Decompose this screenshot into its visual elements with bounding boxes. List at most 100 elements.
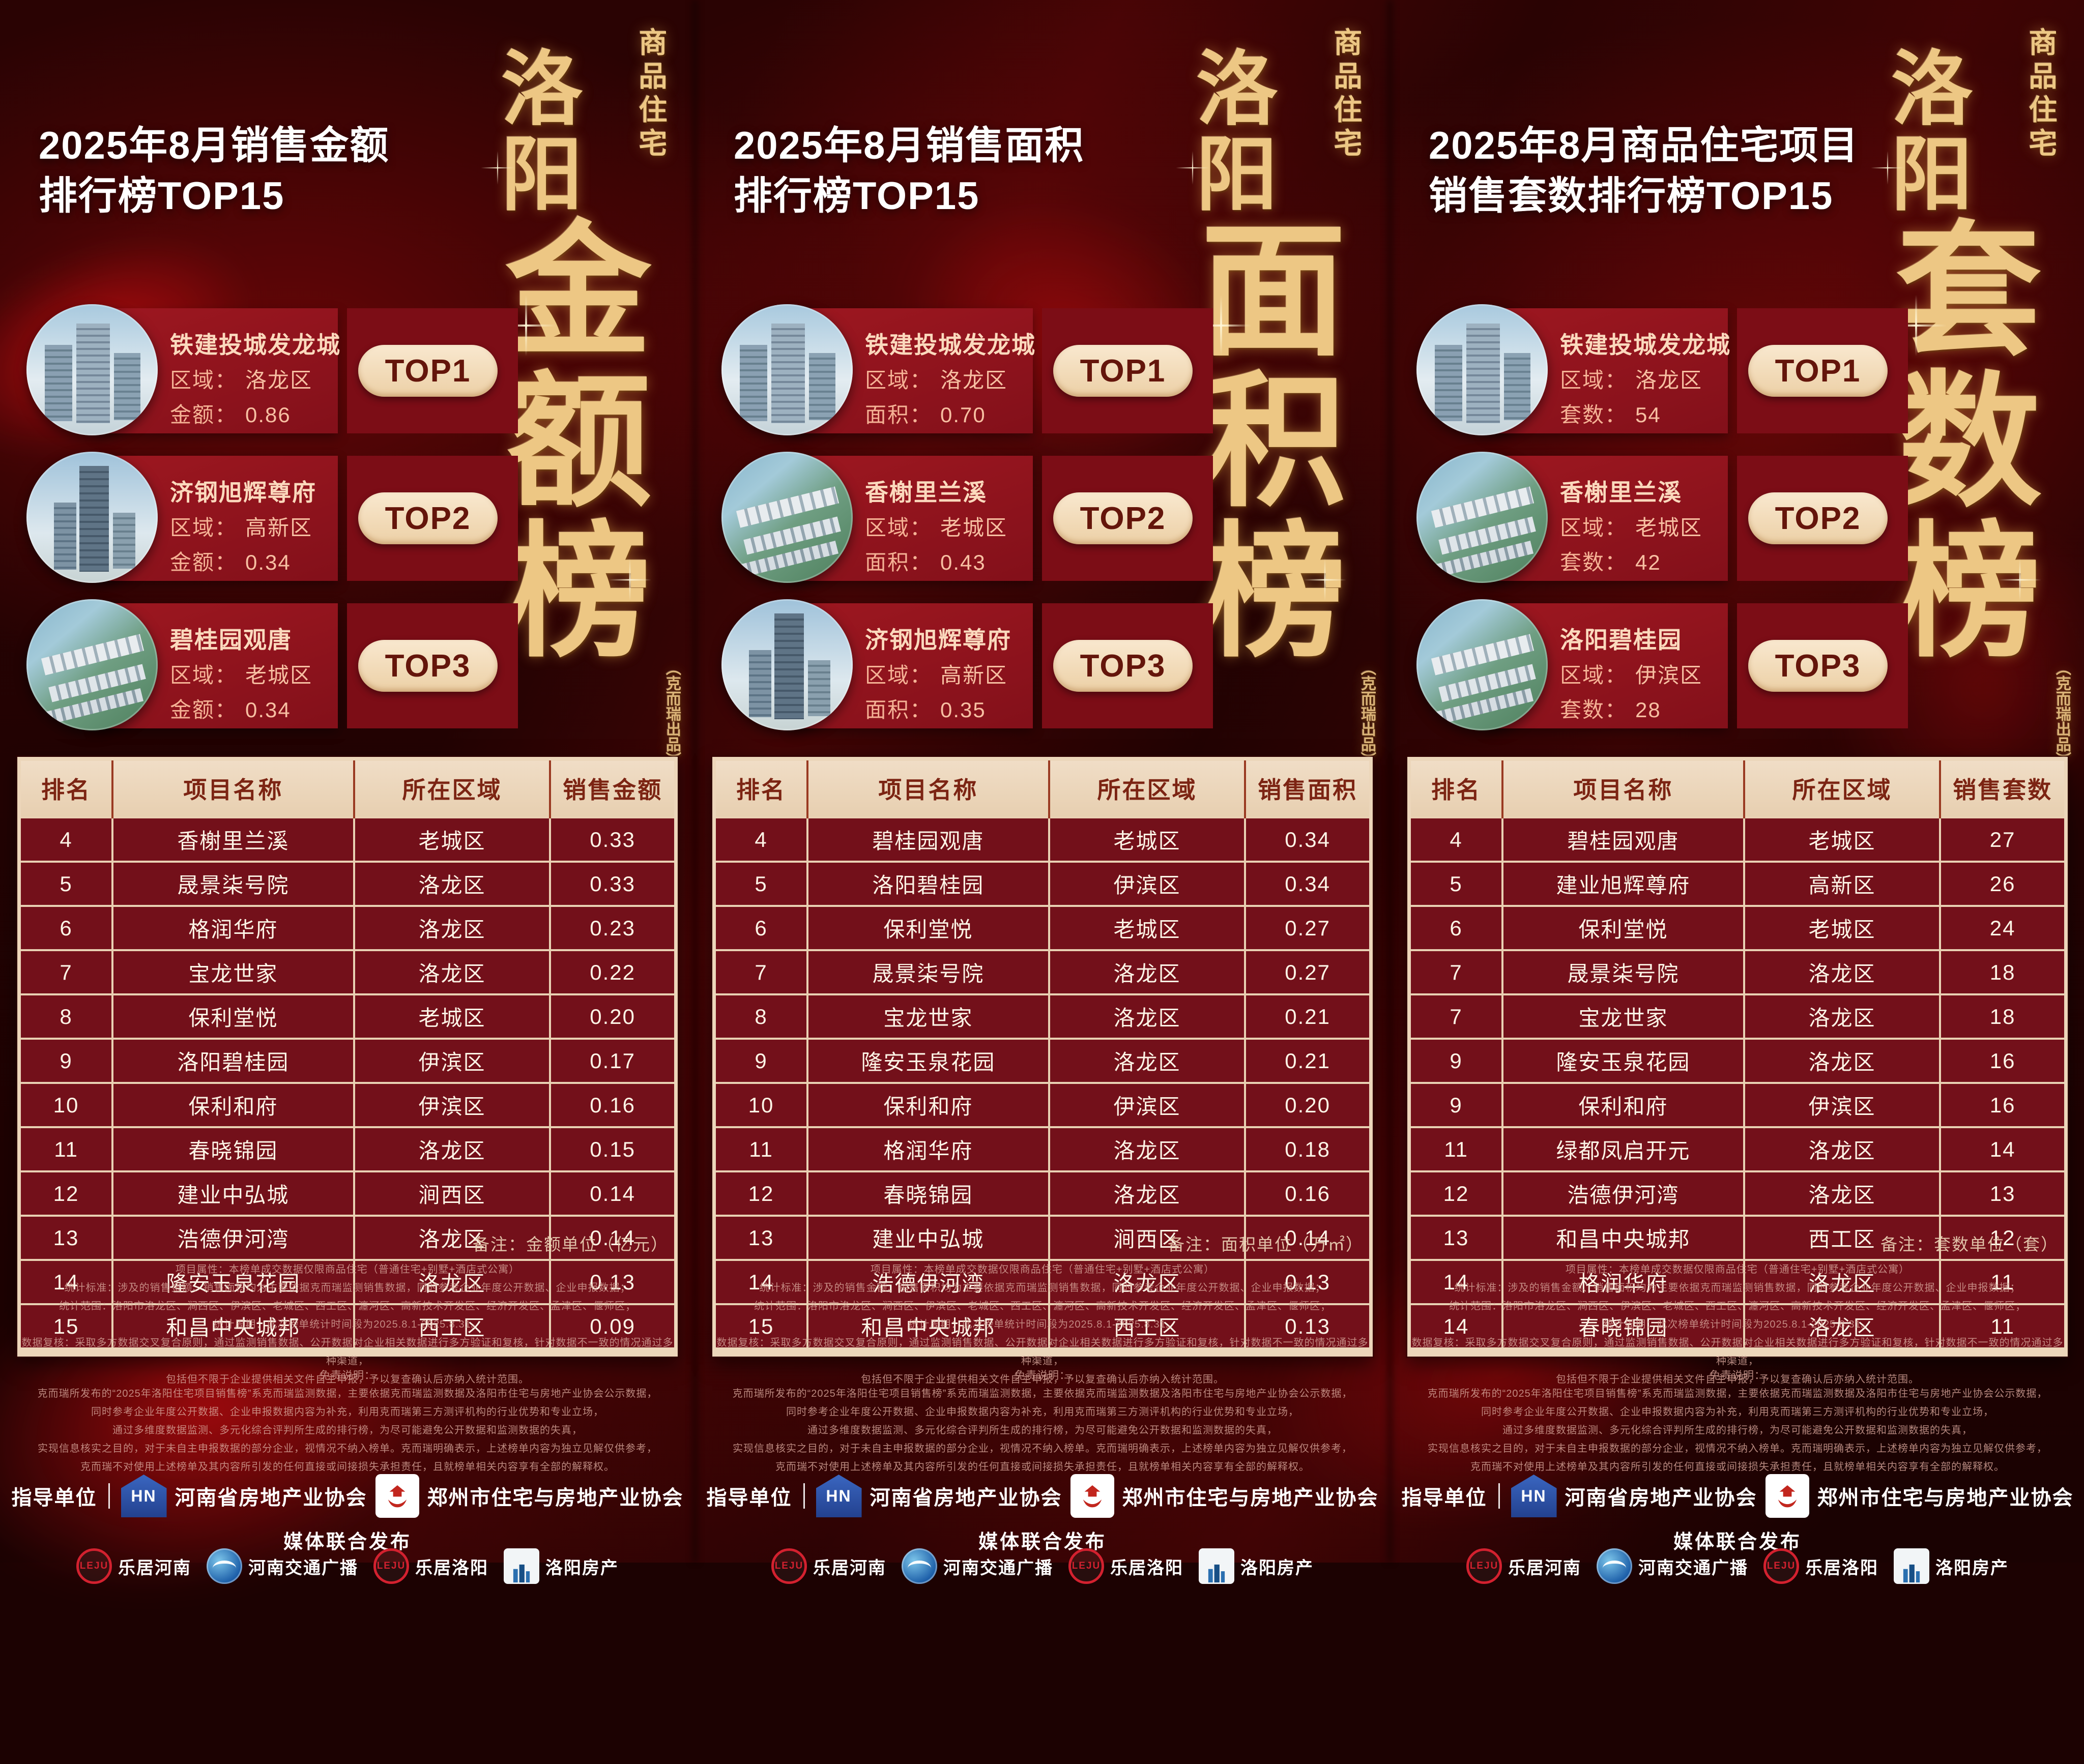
table-cell: 隆安玉泉花园: [806, 1038, 1050, 1084]
panel-divider: [1387, 0, 1393, 1563]
top-rank-badge: TOP3: [1748, 640, 1888, 692]
project-value: 金额： 0.34: [170, 550, 291, 574]
table-cell: 晟景柒号院: [111, 861, 355, 907]
city-calligraphy: 洛阳: [1182, 46, 1278, 217]
table-cell: 洛龙区: [1048, 1126, 1247, 1172]
top-rank-badge: TOP3: [1053, 640, 1193, 692]
divider: [1498, 1483, 1500, 1509]
top3-section: 铁建投城发龙城 区域： 洛龙区 金额： 0.86 TOP1 济钢旭辉尊府 区域： 高新…: [0, 304, 695, 742]
henan-traffic-radio-logo: [1597, 1548, 1632, 1584]
disclaimer-title: 免责说明：: [1015, 1370, 1070, 1381]
project-name: 碧桂园观唐: [170, 627, 292, 653]
project-value: 金额： 0.34: [170, 698, 291, 722]
hn-association-logo: HN: [816, 1475, 862, 1517]
project-photo: [721, 599, 853, 730]
table-cell: 18: [1939, 993, 2067, 1040]
page-title: 2025年8月销售金额 排行榜TOP15: [39, 124, 390, 218]
project-name: 香榭里兰溪: [1560, 479, 1682, 506]
table-cell: 春晓锦园: [111, 1126, 355, 1172]
table-row: 8 宝龙世家 洛龙区 0.21: [713, 993, 1372, 1040]
table-row: 10 保利和府 伊滨区 0.20: [713, 1082, 1372, 1128]
page-title: 2025年8月销售面积 排行榜TOP15: [734, 124, 1085, 218]
top-rank-badge: TOP2: [1053, 492, 1193, 544]
leju-logo: LEJU: [1068, 1548, 1104, 1584]
table-row: 7 宝龙世家 洛龙区 18: [1408, 993, 2067, 1040]
unit-note: 备注：套数单位（套）: [1880, 1235, 2059, 1254]
table-row: 12 建业中弘城 涧西区 0.14: [18, 1170, 677, 1217]
table-cell: 老城区: [1048, 816, 1247, 863]
table-header-row: 排名 项目名称 所在区域 销售面积: [714, 758, 1371, 817]
table-cell: 0.15: [549, 1126, 677, 1172]
henan-traffic-radio-logo: [902, 1548, 937, 1584]
table-cell: 0.34: [1244, 861, 1372, 907]
table-cell: 14: [18, 1259, 114, 1305]
project-value: 套数： 54: [1560, 403, 1661, 427]
guiding-units-row: 指导单位 HN 河南省房地产业协会 郑州市住宅与房地产业协会: [1390, 1474, 2084, 1518]
hn-association-logo: HN: [121, 1475, 167, 1517]
table-cell: 15: [18, 1303, 114, 1353]
table-cell: 洛龙区: [353, 905, 552, 951]
media-name: 河南交通广播: [248, 1558, 358, 1578]
table-cell: 13: [1408, 1215, 1504, 1261]
table-row: 13 建业中弘城 涧西区 0.14: [713, 1215, 1372, 1261]
table-cell: 保利和府: [806, 1082, 1050, 1128]
table-cell: 宝龙世家: [1501, 993, 1745, 1040]
brand-seal-text: 商品住宅: [634, 27, 668, 162]
table-cell: 涧西区: [353, 1170, 552, 1217]
project-photo: [26, 304, 158, 435]
table-cell: 10: [713, 1082, 809, 1128]
table-cell: 27: [1939, 816, 2067, 863]
table-cell: 保利堂悦: [1501, 905, 1745, 951]
table-row: 9 洛阳碧桂园 伊滨区 0.17: [18, 1038, 677, 1084]
table-row: 7 晟景柒号院 洛龙区 18: [1408, 949, 2067, 995]
calligraphy-art: 商品住宅 洛阳 面积榜 （克而瑞出品）: [1142, 10, 1381, 767]
table-cell: 11: [1408, 1126, 1504, 1172]
table-cell: 伊滨区: [1048, 1082, 1247, 1128]
table-cell: 7: [1408, 949, 1504, 995]
table-cell: 0.20: [1244, 1082, 1372, 1128]
table-cell: 0.14: [1244, 1215, 1372, 1261]
media-name: 洛阳房产: [1935, 1558, 2009, 1578]
table-cell: 4: [1408, 816, 1504, 863]
table-cell: 24: [1939, 905, 2067, 951]
guide-label: 指导单位: [11, 1487, 97, 1509]
ranking-table: 排名 项目名称 所在区域 销售面积 4 碧桂园观唐 老城区 0.34 5 洛阳碧桂园 伊滨区 0.34…: [712, 757, 1373, 1357]
table-cell: 保利堂悦: [806, 905, 1050, 951]
leju-logo: LEJU: [76, 1548, 112, 1584]
project-name: 香榭里兰溪: [865, 479, 987, 506]
table-row: 13 浩德伊河湾 洛龙区 0.14: [18, 1215, 677, 1261]
table-cell: 0.33: [549, 861, 677, 907]
media-item: LEJU 乐居河南: [771, 1548, 886, 1584]
column-header: 销售金额: [549, 758, 676, 817]
table-cell: 浩德伊河湾: [111, 1215, 355, 1261]
statistics-notes: 项目属性：本榜单成交数据仅限商品住宅（普通住宅+别墅+酒店式公寓） 统计标准：涉…: [21, 1264, 674, 1385]
table-cell: 老城区: [353, 816, 552, 863]
table-cell: 5: [1408, 861, 1504, 907]
calligraphy-art: 商品住宅 洛阳 金额榜 （克而瑞出品）: [447, 10, 686, 767]
media-logos-row: LEJU 乐居河南 河南交通广播 LEJU 乐居洛阳 洛阳房产: [1390, 1548, 2084, 1584]
zhengzhou-association-logo: [1765, 1474, 1809, 1518]
project-region: 区域： 高新区: [170, 516, 313, 540]
table-cell: 16: [1939, 1038, 2067, 1084]
table-row: 12 春晓锦园 洛龙区 0.16: [713, 1170, 1372, 1217]
project-value: 金额： 0.86: [170, 403, 291, 427]
list-name-calligraphy: 面积榜: [1176, 214, 1347, 665]
table-cell: 格润华府: [111, 905, 355, 951]
table-cell: 0.23: [549, 905, 677, 951]
table-cell: 13: [1939, 1170, 2067, 1217]
table-row: 5 建业旭辉尊府 高新区 26: [1408, 861, 2067, 907]
table-cell: 5: [18, 861, 114, 907]
table-cell: 11: [18, 1126, 114, 1172]
producer-credit: （克而瑞出品）: [2053, 660, 2071, 767]
column-header: 排名: [19, 758, 113, 817]
table-cell: 碧桂园观唐: [1501, 816, 1745, 863]
table-cell: 7: [1408, 993, 1504, 1040]
table-cell: 西工区: [1048, 1303, 1247, 1353]
table-cell: 洛龙区: [353, 1215, 552, 1261]
table-cell: 老城区: [353, 993, 552, 1040]
producer-credit: （克而瑞出品）: [1358, 660, 1376, 767]
table-cell: 14: [1408, 1303, 1504, 1353]
table-cell: 14: [1939, 1126, 2067, 1172]
org-name: 郑州市住宅与房地产业协会: [427, 1487, 684, 1509]
table-cell: 和昌中央城邦: [806, 1303, 1050, 1353]
